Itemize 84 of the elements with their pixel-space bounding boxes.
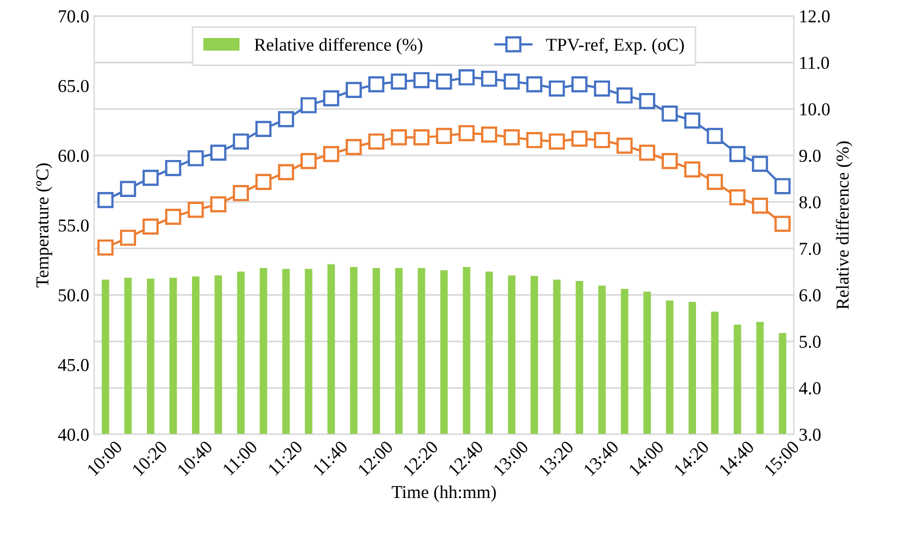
y2-tick-label: 10.0 bbox=[800, 103, 830, 116]
point bbox=[390, 129, 407, 146]
point bbox=[97, 239, 114, 256]
point bbox=[481, 70, 498, 87]
y2-tick-label: 3.0 bbox=[800, 428, 821, 441]
y2-tick-label: 12.0 bbox=[800, 10, 830, 23]
y2-axis-title: Relative difference (%) bbox=[836, 141, 852, 310]
y2-tick-label: 4.0 bbox=[799, 382, 821, 394]
y2-tick-label: 6.0 bbox=[799, 289, 821, 302]
point bbox=[571, 130, 588, 147]
point bbox=[346, 82, 362, 98]
point bbox=[504, 73, 520, 90]
point bbox=[390, 73, 407, 90]
point bbox=[120, 230, 136, 246]
point bbox=[639, 93, 656, 110]
point bbox=[436, 73, 452, 90]
point bbox=[548, 133, 565, 150]
y2-tick-label: 5.0 bbox=[800, 336, 821, 348]
point bbox=[188, 202, 204, 218]
point bbox=[413, 72, 430, 88]
point bbox=[188, 150, 204, 166]
y-tick-label: 60.0 bbox=[58, 150, 89, 162]
point bbox=[526, 132, 542, 148]
point bbox=[165, 160, 182, 176]
point bbox=[346, 139, 362, 156]
y2-tick-label: 11.0 bbox=[800, 56, 829, 69]
point bbox=[548, 80, 565, 97]
x-axis-title: Time (hh:mm) bbox=[392, 485, 496, 502]
point bbox=[97, 192, 114, 208]
point bbox=[616, 138, 633, 154]
legend-label: Relative difference (%) bbox=[254, 38, 422, 54]
point bbox=[504, 129, 520, 146]
point bbox=[300, 152, 317, 170]
point bbox=[616, 87, 633, 104]
point bbox=[594, 132, 610, 148]
point bbox=[684, 161, 700, 178]
point bbox=[278, 111, 294, 128]
point bbox=[232, 185, 249, 202]
point bbox=[729, 189, 746, 206]
point bbox=[142, 218, 159, 235]
point bbox=[662, 152, 678, 170]
y-tick-label: 55.0 bbox=[58, 219, 89, 232]
point bbox=[594, 80, 610, 97]
point bbox=[120, 180, 136, 197]
point bbox=[639, 144, 656, 161]
legend-label: TPV-ref, Exp. (oC) bbox=[546, 38, 684, 54]
point bbox=[323, 90, 340, 106]
point bbox=[706, 128, 723, 144]
point bbox=[413, 129, 430, 146]
point bbox=[526, 76, 542, 92]
point bbox=[210, 196, 226, 212]
point bbox=[255, 120, 272, 138]
point bbox=[458, 69, 475, 86]
point bbox=[774, 178, 791, 194]
point bbox=[752, 156, 768, 172]
point bbox=[278, 164, 294, 180]
point bbox=[142, 170, 159, 186]
point bbox=[774, 216, 791, 232]
y-axis-title: Temperature (ºC) bbox=[36, 163, 52, 288]
point bbox=[729, 146, 746, 162]
point bbox=[368, 76, 384, 92]
point bbox=[706, 174, 723, 190]
point bbox=[436, 128, 452, 144]
point bbox=[752, 198, 768, 214]
point bbox=[232, 133, 249, 150]
y-tick-label: 65.0 bbox=[58, 80, 89, 92]
y-tick-label: 40.0 bbox=[58, 428, 89, 441]
point bbox=[300, 97, 317, 114]
y-tick-label: 70.0 bbox=[58, 10, 89, 23]
point bbox=[165, 208, 182, 225]
y-tick-label: 50.0 bbox=[58, 289, 89, 302]
point bbox=[323, 146, 340, 162]
y2-tick-label: 8.0 bbox=[799, 196, 821, 208]
point bbox=[210, 144, 226, 161]
point bbox=[255, 174, 272, 190]
point bbox=[458, 125, 475, 142]
point bbox=[481, 126, 498, 143]
y2-tick-label: 7.0 bbox=[800, 242, 821, 255]
y-tick-label: 45.0 bbox=[58, 358, 89, 372]
point bbox=[571, 76, 588, 92]
point bbox=[368, 133, 384, 150]
point bbox=[662, 106, 678, 122]
point bbox=[684, 112, 700, 129]
y2-tick-label: 9.0 bbox=[799, 150, 821, 162]
